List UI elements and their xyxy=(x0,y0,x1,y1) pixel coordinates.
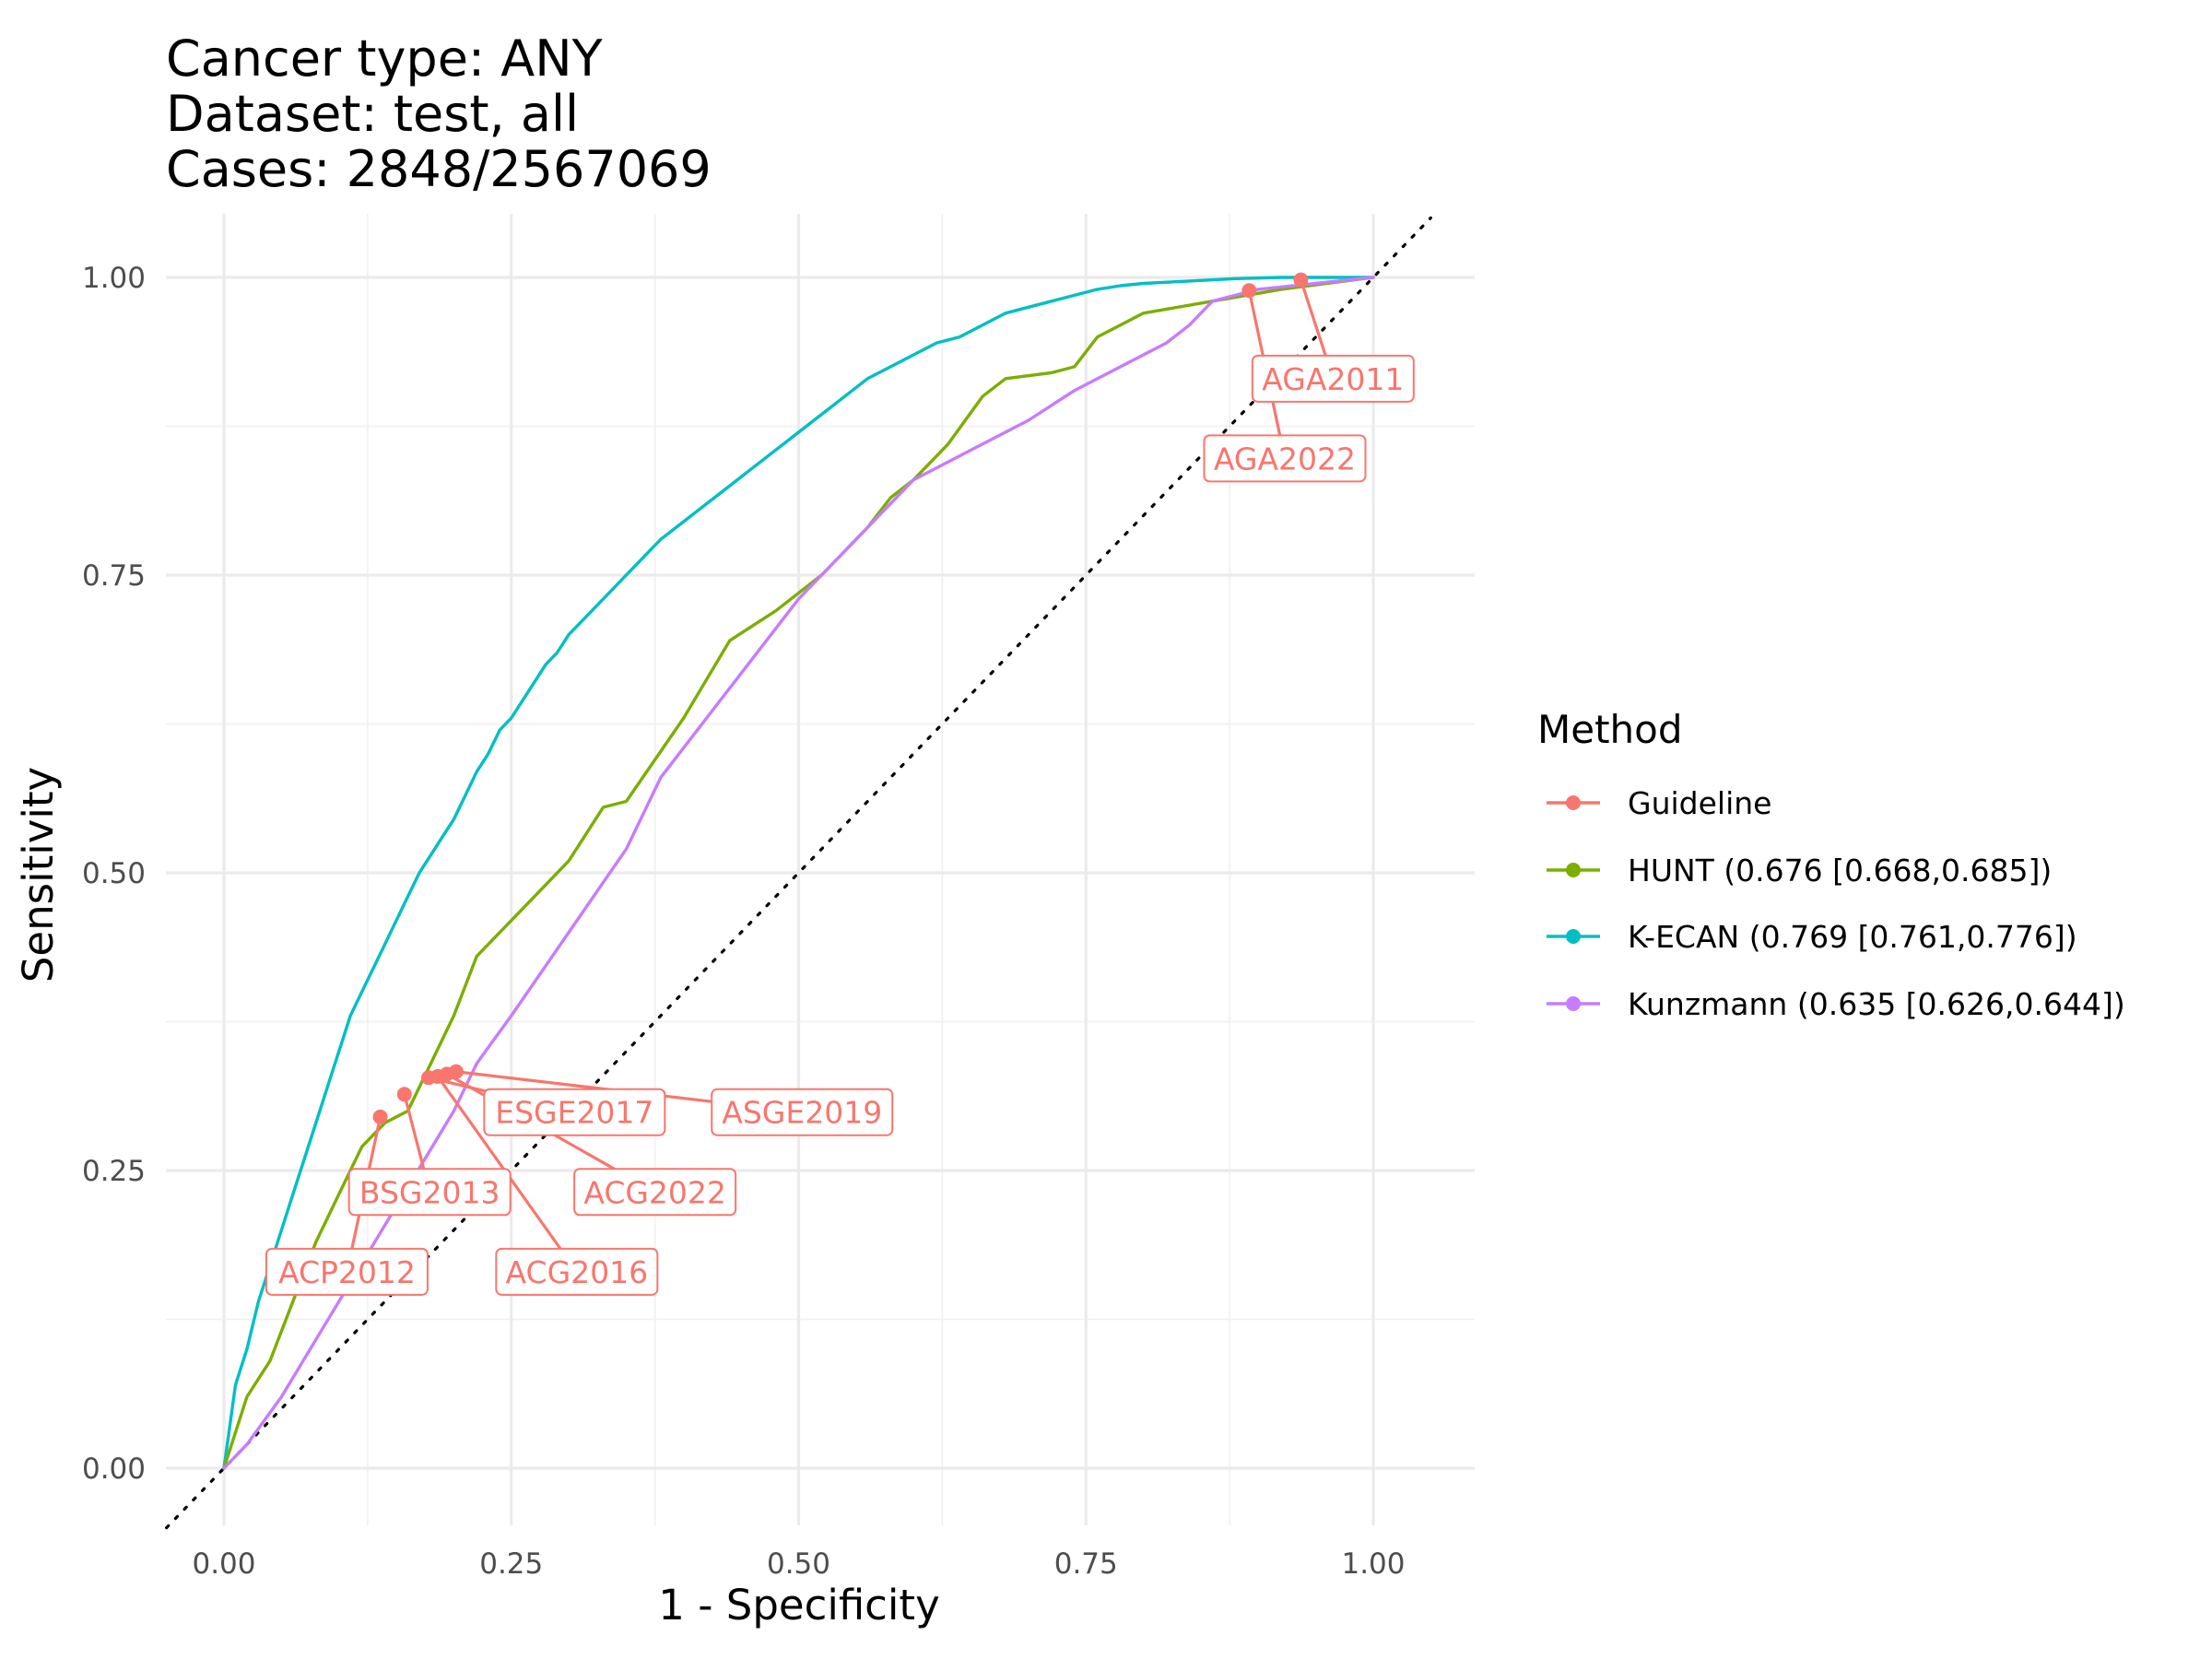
legend-entries: Guideline HUNT (0.676 [0.668,0.685]) K-ECA… xyxy=(1547,785,2125,1022)
y-tick-label: 0.75 xyxy=(82,559,146,593)
guideline-label-esge2017: ESGE2017 xyxy=(483,1088,666,1136)
guideline-label-text: AGA2022 xyxy=(1214,441,1356,477)
y-tick-label: 0.25 xyxy=(82,1155,146,1188)
guideline-label-text: ACG2022 xyxy=(583,1174,726,1210)
x-tick-label: 1.00 xyxy=(1341,1547,1405,1581)
title-line-cancer-type: Cancer type: ANY xyxy=(166,29,604,88)
guideline-label-box xyxy=(711,1088,894,1136)
guideline-label-box xyxy=(265,1247,429,1296)
legend-key-point xyxy=(1566,863,1581,877)
legend-label: Guideline xyxy=(1628,785,1771,821)
grid-minor xyxy=(166,214,1475,1525)
guideline-point-aga2022 xyxy=(1241,283,1257,299)
guideline-label-aga2022: AGA2022 xyxy=(1203,434,1367,483)
legend-entry-k-ecan: K-ECAN (0.769 [0.761,0.776]) xyxy=(1547,919,2077,955)
legend-title: Method xyxy=(1537,707,1683,752)
legend-key-point xyxy=(1566,795,1581,810)
x-tick-label: 0.75 xyxy=(1054,1547,1118,1581)
y-axis-title: Sensitivity xyxy=(14,767,63,982)
grid-major xyxy=(166,214,1475,1525)
title-line-dataset: Dataset: test, all xyxy=(166,85,579,143)
guideline-label-text: ESGE2017 xyxy=(495,1095,653,1131)
guideline-label-box xyxy=(1203,434,1367,483)
guideline-label-aga2011: AGA2011 xyxy=(1251,354,1415,403)
guideline-label-asge2019: ASGE2019 xyxy=(711,1088,894,1136)
legend-key-point xyxy=(1566,929,1581,944)
legend-entry-hunt: HUNT (0.676 [0.668,0.685]) xyxy=(1547,853,2052,888)
guideline-point-bsg2013 xyxy=(396,1087,412,1102)
y-axis-ticks: 0.00 0.25 0.50 0.75 1.00 xyxy=(82,262,146,1486)
x-tick-label: 0.50 xyxy=(767,1547,830,1581)
series-line-k-ecan xyxy=(222,276,1375,1470)
guideline-label-box xyxy=(347,1168,512,1217)
guideline-label-text: ASGE2019 xyxy=(722,1095,882,1131)
guideline-label-acg2022: ACG2022 xyxy=(573,1168,737,1217)
x-tick-label: 0.25 xyxy=(479,1547,543,1581)
guideline-label-acg2016: ACG2016 xyxy=(495,1247,659,1296)
legend-entry-guideline: Guideline xyxy=(1547,785,1771,821)
legend: Method Guideline HUNT (0.676 [0.668,0.685… xyxy=(1537,707,2125,1022)
guideline-label-box xyxy=(483,1088,666,1136)
legend-label: K-ECAN (0.769 [0.761,0.776]) xyxy=(1628,919,2077,955)
y-tick-label: 0.00 xyxy=(82,1453,146,1486)
legend-label: HUNT (0.676 [0.668,0.685]) xyxy=(1628,853,2052,888)
guideline-point-acp2012 xyxy=(372,1109,388,1124)
legend-key-point xyxy=(1566,996,1581,1011)
guideline-label-text: BSG2013 xyxy=(359,1174,500,1210)
y-tick-label: 1.00 xyxy=(82,262,146,295)
x-axis-title: 1 - Specificity xyxy=(658,1581,939,1630)
x-axis-ticks: 0.00 0.25 0.50 0.75 1.00 xyxy=(192,1547,1405,1581)
guideline-label-text: ACP2012 xyxy=(278,1254,416,1290)
x-tick-label: 0.00 xyxy=(192,1547,255,1581)
guideline-label-bsg2013: BSG2013 xyxy=(347,1168,512,1217)
guideline-label-box xyxy=(495,1247,659,1296)
guideline-label-text: AGA2011 xyxy=(1262,361,1404,397)
guideline-label-box xyxy=(1251,354,1415,403)
legend-entry-kunzmann: Kunzmann (0.635 [0.626,0.644]) xyxy=(1547,986,2125,1022)
guideline-layer: AGA2011 AGA2022 ASGE2019 ESGE2017 ACG2022 ACG… xyxy=(265,272,1415,1296)
guideline-label-box xyxy=(573,1168,737,1217)
y-tick-label: 0.50 xyxy=(82,857,146,890)
chart-title: Cancer type: ANY Dataset: test, all Case… xyxy=(166,29,712,198)
guideline-label-text: ACG2016 xyxy=(506,1254,649,1290)
legend-label: Kunzmann (0.635 [0.626,0.644]) xyxy=(1628,986,2125,1022)
guideline-point-aga2011 xyxy=(1293,272,1309,288)
guideline-label-acp2012: ACP2012 xyxy=(265,1247,429,1296)
title-line-cases: Cases: 2848/2567069 xyxy=(166,140,712,198)
guideline-point-acg2016 xyxy=(429,1068,445,1084)
